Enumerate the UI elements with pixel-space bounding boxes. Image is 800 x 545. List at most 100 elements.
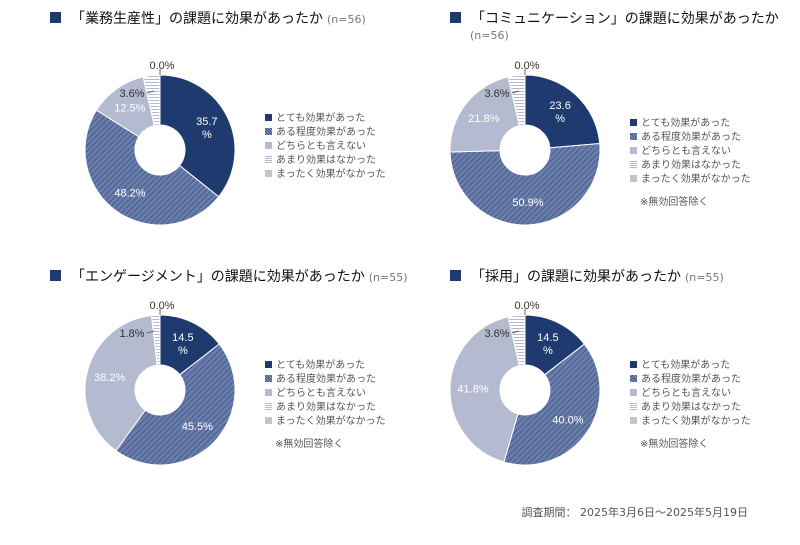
slice-not-much xyxy=(150,314,161,366)
slice-somewhat xyxy=(449,142,601,226)
legend-item-none: まったく効果がなかった xyxy=(265,415,386,429)
legend-swatch-icon xyxy=(630,417,637,424)
legend-label: とても効果があった xyxy=(276,113,366,124)
data-label-somewhat: 45.5% xyxy=(182,421,213,433)
slice-somewhat xyxy=(503,343,601,466)
legend-swatch-icon xyxy=(265,389,272,396)
legend-item-neutral: どちらとも言えない xyxy=(265,140,386,154)
data-label-none: 0.0% xyxy=(514,300,539,312)
legend-item-somewhat: ある程度効果があった xyxy=(630,373,751,387)
title-marker-icon xyxy=(450,12,461,23)
slice-neutral xyxy=(84,314,158,452)
legend-item-neutral: どちらとも言えない xyxy=(265,387,386,401)
sample-size: (n=55) xyxy=(368,271,408,284)
legend-label: どちらとも言えない xyxy=(641,146,731,157)
legend-swatch-icon xyxy=(265,170,272,177)
chart-title-text: 「エンゲージメント」の課題に効果があったか xyxy=(71,269,365,285)
data-label-neutral: 38.2% xyxy=(94,372,125,384)
sample-size: (n=56) xyxy=(470,29,509,42)
data-label-neutral: 21.8% xyxy=(468,113,499,125)
slice-very xyxy=(524,74,601,149)
legend-label: ある程度効果があった xyxy=(276,374,376,385)
legend: とても効果があった ある程度効果があった どちらとも言えないあまり効果はなかった まっ… xyxy=(630,117,751,187)
legend-swatch-icon xyxy=(630,175,637,182)
slice-somewhat xyxy=(84,109,220,226)
legend-label: あまり効果はなかった xyxy=(641,402,741,413)
data-label-very: 14.5% xyxy=(537,332,558,357)
title-marker-icon xyxy=(50,270,61,281)
leader-line xyxy=(511,90,520,94)
data-label-none: 0.0% xyxy=(514,60,539,72)
legend-swatch-icon xyxy=(265,417,272,424)
legend-item-very: とても効果があった xyxy=(265,112,386,126)
legend-item-not-much: あまり効果はなかった xyxy=(630,159,751,173)
chart-title: 「エンゲージメント」の課題に効果があったか (n=55) xyxy=(50,266,408,286)
legend-swatch-icon xyxy=(630,147,637,154)
legend-label: どちらとも言えない xyxy=(276,388,366,399)
legend-swatch-icon xyxy=(265,142,272,149)
legend-label: あまり効果はなかった xyxy=(276,402,376,413)
legend-label: ある程度効果があった xyxy=(276,127,376,138)
survey-period: 調査期間： 2025年3月6日～2025年5月19日 xyxy=(521,506,748,519)
data-label-none: 0.0% xyxy=(149,300,174,312)
data-label-not-much: 3.6% xyxy=(484,328,509,340)
legend-label: とても効果があった xyxy=(276,360,366,371)
sample-size: (n=56) xyxy=(327,13,366,26)
sample-size: (n=55) xyxy=(685,271,724,284)
chart-title: 「コミュニケーション」の課題に効果があったか (n=56) xyxy=(450,8,779,42)
legend-label: あまり効果はなかった xyxy=(276,155,376,166)
legend-item-none: まったく効果がなかった xyxy=(630,415,751,429)
chart-title-text: 「採用」の課題に効果があったか xyxy=(471,269,681,285)
legend-swatch-icon xyxy=(630,375,637,382)
legend-label: どちらとも言えない xyxy=(276,141,366,152)
legend-label: まったく効果がなかった xyxy=(641,174,751,185)
title-marker-icon xyxy=(50,12,61,23)
legend-label: ある程度効果があった xyxy=(641,132,741,143)
legend-swatch-icon xyxy=(265,128,272,135)
slice-neutral xyxy=(449,316,520,463)
legend-item-very: とても効果があった xyxy=(630,117,751,131)
legend-label: どちらとも言えない xyxy=(641,388,731,399)
slice-somewhat xyxy=(115,343,236,466)
legend-item-neutral: どちらとも言えない xyxy=(630,387,751,401)
chart-title-text: 「業務生産性」の課題に効果があったか xyxy=(71,11,323,27)
legend-label: ある程度効果があった xyxy=(641,374,741,385)
data-label-somewhat: 50.9% xyxy=(512,197,543,209)
slice-very xyxy=(159,74,236,198)
legend-item-not-much: あまり効果はなかった xyxy=(630,401,751,415)
note-invalid-excluded: ※無効回答除く xyxy=(640,439,709,450)
legend-item-somewhat: ある程度効果があった xyxy=(265,126,386,140)
data-label-somewhat: 48.2% xyxy=(114,187,145,199)
legend-label: まったく効果がなかった xyxy=(641,416,751,427)
leader-line xyxy=(511,330,520,334)
data-label-none: 0.0% xyxy=(149,60,174,72)
chart-title: 「業務生産性」の課題に効果があったか (n=56) xyxy=(50,8,366,28)
donut-chart: 35.7 % 48.2% 12.5% 3.6% 0.0% xyxy=(84,60,236,226)
legend-swatch-icon xyxy=(630,403,637,410)
legend-item-none: まったく効果がなかった xyxy=(265,168,386,182)
legend-swatch-icon xyxy=(265,403,272,410)
legend: とても効果があった ある程度効果があった どちらとも言えない あまり効果はなかった まっ… xyxy=(630,359,751,429)
legend-swatch-icon xyxy=(630,119,637,126)
legend: とても効果があった ある程度効果があった どちらとも言えない あまり効果はなかった まっ… xyxy=(265,359,386,429)
legend: とても効果があった ある程度効果があった どちらとも言えない あまり効果はなかった まっ… xyxy=(265,112,386,182)
title-marker-icon xyxy=(450,270,461,281)
legend-swatch-icon xyxy=(630,389,637,396)
leader-line xyxy=(146,90,155,94)
data-label-neutral: 41.8% xyxy=(457,383,488,395)
donut-chart: 23.6 % 50.9% 21.8% 3.6% 0.0% xyxy=(449,60,601,226)
slice-not-much xyxy=(507,74,526,127)
legend-item-none: まったく効果がなかった xyxy=(630,173,751,187)
slice-not-much xyxy=(142,74,161,127)
legend-item-somewhat: ある程度効果があった xyxy=(630,131,751,145)
data-label-not-much: 1.8% xyxy=(119,328,144,340)
data-label-not-much: 3.6% xyxy=(119,88,144,100)
legend-swatch-icon xyxy=(630,161,637,168)
legend-label: まったく効果がなかった xyxy=(276,416,386,427)
leader-line xyxy=(146,330,155,334)
legend-item-not-much: あまり効果はなかった xyxy=(265,154,386,168)
chart-panel-recruitment: 「採用」の課題に効果があったか (n=55) 14.5% 40.0% 41.8% 3.6%… xyxy=(400,258,800,518)
legend-item-very: とても効果があった xyxy=(265,359,386,373)
legend-swatch-icon xyxy=(630,361,637,368)
